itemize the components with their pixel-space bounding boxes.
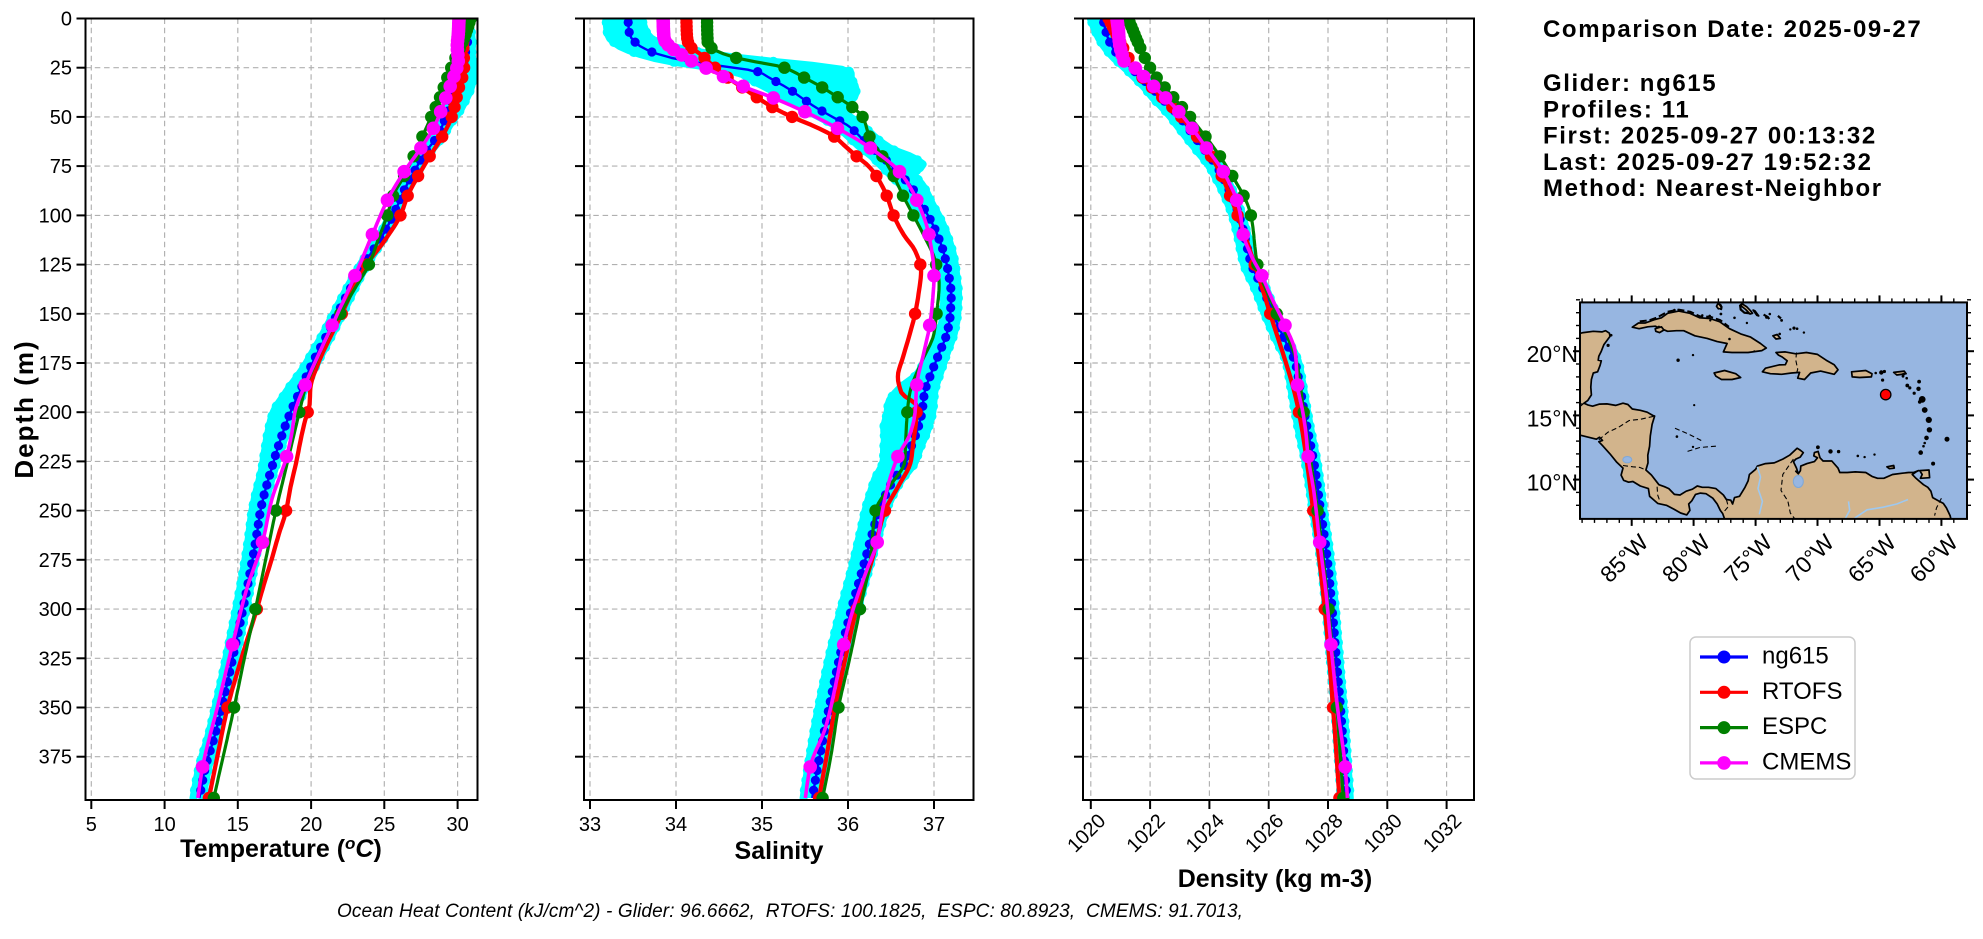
svg-text:Last: 2025-09-27 19:52:32: Last: 2025-09-27 19:52:32 xyxy=(1543,149,1873,176)
svg-text:Method: Nearest-Neighbor: Method: Nearest-Neighbor xyxy=(1543,175,1883,202)
svg-text:ESPC: ESPC xyxy=(1762,713,1827,740)
svg-text:375: 375 xyxy=(39,747,72,769)
svg-text:225: 225 xyxy=(39,451,72,473)
svg-text:33: 33 xyxy=(579,814,601,836)
svg-text:10°N: 10°N xyxy=(1527,470,1578,496)
svg-text:75: 75 xyxy=(50,156,72,178)
svg-text:30: 30 xyxy=(446,814,468,836)
svg-text:125: 125 xyxy=(39,255,72,277)
svg-text:15°N: 15°N xyxy=(1527,405,1578,431)
svg-text:Ocean Heat Content (kJ/cm^2) -: Ocean Heat Content (kJ/cm^2) - Glider: 9… xyxy=(337,901,1243,922)
svg-text:Salinity: Salinity xyxy=(735,837,824,865)
svg-text:25: 25 xyxy=(50,58,72,80)
svg-text:175: 175 xyxy=(39,353,72,375)
svg-text:Depth (m): Depth (m) xyxy=(9,339,39,478)
svg-text:300: 300 xyxy=(39,599,72,621)
svg-text:20°N: 20°N xyxy=(1527,341,1578,367)
svg-text:20: 20 xyxy=(300,814,322,836)
svg-text:RTOFS: RTOFS xyxy=(1762,678,1842,705)
svg-text:CMEMS: CMEMS xyxy=(1762,748,1851,775)
svg-text:250: 250 xyxy=(39,501,72,523)
svg-text:Glider: ng615: Glider: ng615 xyxy=(1543,70,1717,97)
svg-text:First: 2025-09-27 00:13:32: First: 2025-09-27 00:13:32 xyxy=(1543,123,1877,150)
svg-text:325: 325 xyxy=(39,648,72,670)
svg-text:36: 36 xyxy=(837,814,859,836)
svg-text:25: 25 xyxy=(373,814,395,836)
svg-text:10: 10 xyxy=(153,814,175,836)
svg-text:ng615: ng615 xyxy=(1762,643,1829,670)
svg-text:150: 150 xyxy=(39,304,72,326)
svg-text:275: 275 xyxy=(39,550,72,572)
svg-text:Density (kg m-3): Density (kg m-3) xyxy=(1178,865,1372,893)
svg-text:50: 50 xyxy=(50,107,72,129)
svg-text:15: 15 xyxy=(227,814,249,836)
svg-text:35: 35 xyxy=(751,814,773,836)
svg-text:37: 37 xyxy=(923,814,945,836)
svg-text:34: 34 xyxy=(665,814,687,836)
svg-text:200: 200 xyxy=(39,402,72,424)
svg-text:100: 100 xyxy=(39,205,72,227)
svg-text:Profiles: 11: Profiles: 11 xyxy=(1543,96,1690,123)
svg-text:350: 350 xyxy=(39,698,72,720)
svg-text:Comparison Date: 2025-09-27: Comparison Date: 2025-09-27 xyxy=(1543,16,1922,43)
svg-text:5: 5 xyxy=(86,814,97,836)
svg-text:0: 0 xyxy=(61,9,72,31)
